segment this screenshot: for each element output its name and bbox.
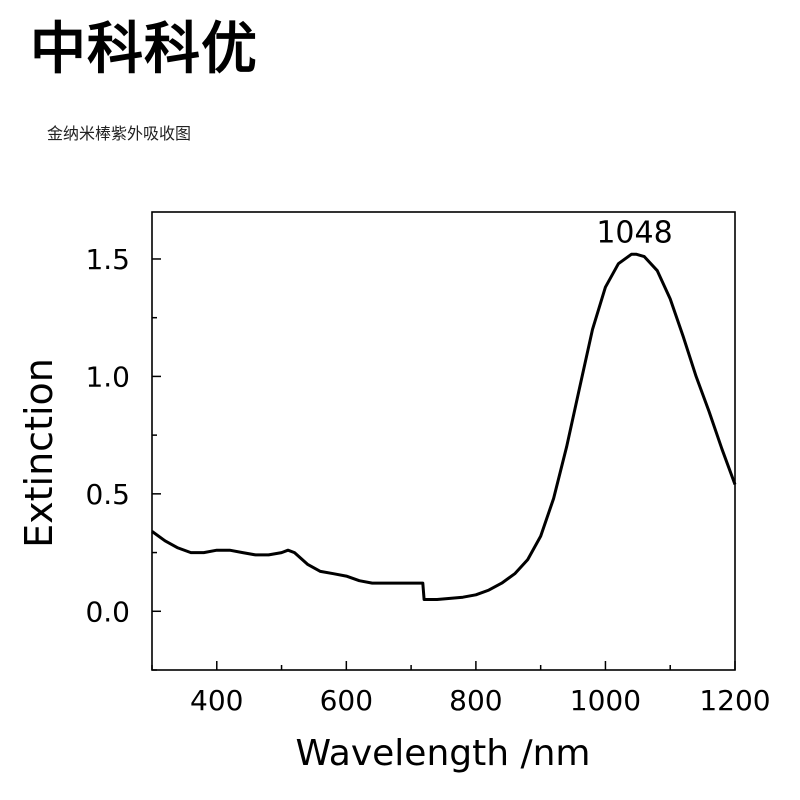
chart-subtitle: 金纳米棒紫外吸收图 xyxy=(47,124,192,143)
x-axis-label: Wavelength /nm xyxy=(295,733,590,774)
y-tick-label: 1.0 xyxy=(85,360,130,393)
y-tick-label: 0.5 xyxy=(85,478,130,511)
x-tick-label: 1200 xyxy=(699,684,770,717)
y-tick-label: 0.0 xyxy=(85,595,130,628)
x-tick-label: 400 xyxy=(190,684,243,717)
peak-annotation: 1048 xyxy=(596,215,672,250)
y-axis-ticks xyxy=(152,258,161,671)
x-tick-label: 600 xyxy=(320,684,373,717)
y-tick-label: 1.5 xyxy=(85,243,130,276)
tick-labels: 400 600 800 1000 1200 0.0 0.5 1.0 1.5 xyxy=(85,243,770,717)
x-tick-label: 800 xyxy=(449,684,502,717)
x-tick-label: 1000 xyxy=(570,684,641,717)
y-axis-label: Extinction xyxy=(17,358,61,548)
x-axis-ticks xyxy=(151,661,736,670)
plot-frame xyxy=(151,211,736,671)
extinction-curve xyxy=(151,252,737,601)
brand-title: 中科科优 xyxy=(30,17,258,82)
